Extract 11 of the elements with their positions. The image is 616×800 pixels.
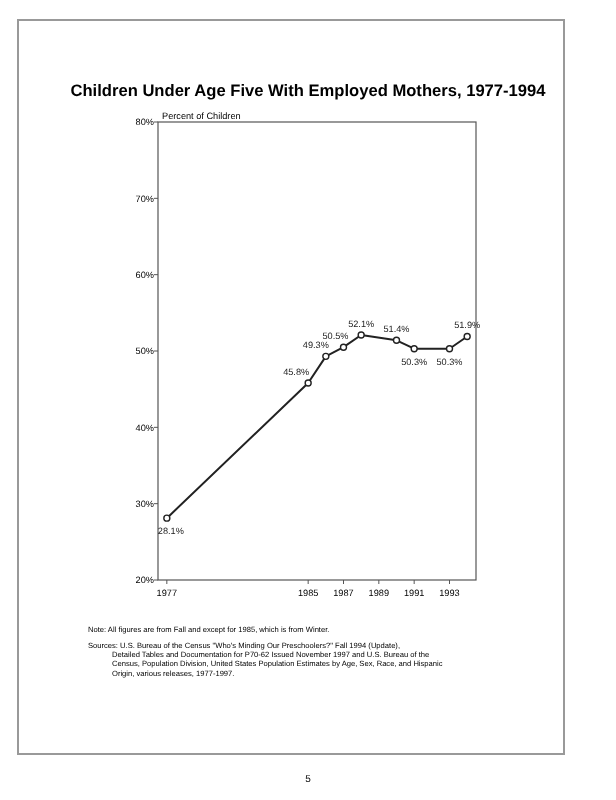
point: [357, 331, 365, 339]
point: [392, 336, 401, 345]
point: [463, 332, 471, 341]
point: [445, 345, 454, 353]
chart-title: Children Under Age Five With Employed Mothers, 1977-1994: [70, 80, 547, 100]
point: [322, 352, 330, 361]
point: [410, 345, 418, 353]
line-series: [163, 331, 471, 522]
point: [304, 379, 312, 387]
point: [339, 343, 348, 351]
point: [163, 514, 171, 522]
